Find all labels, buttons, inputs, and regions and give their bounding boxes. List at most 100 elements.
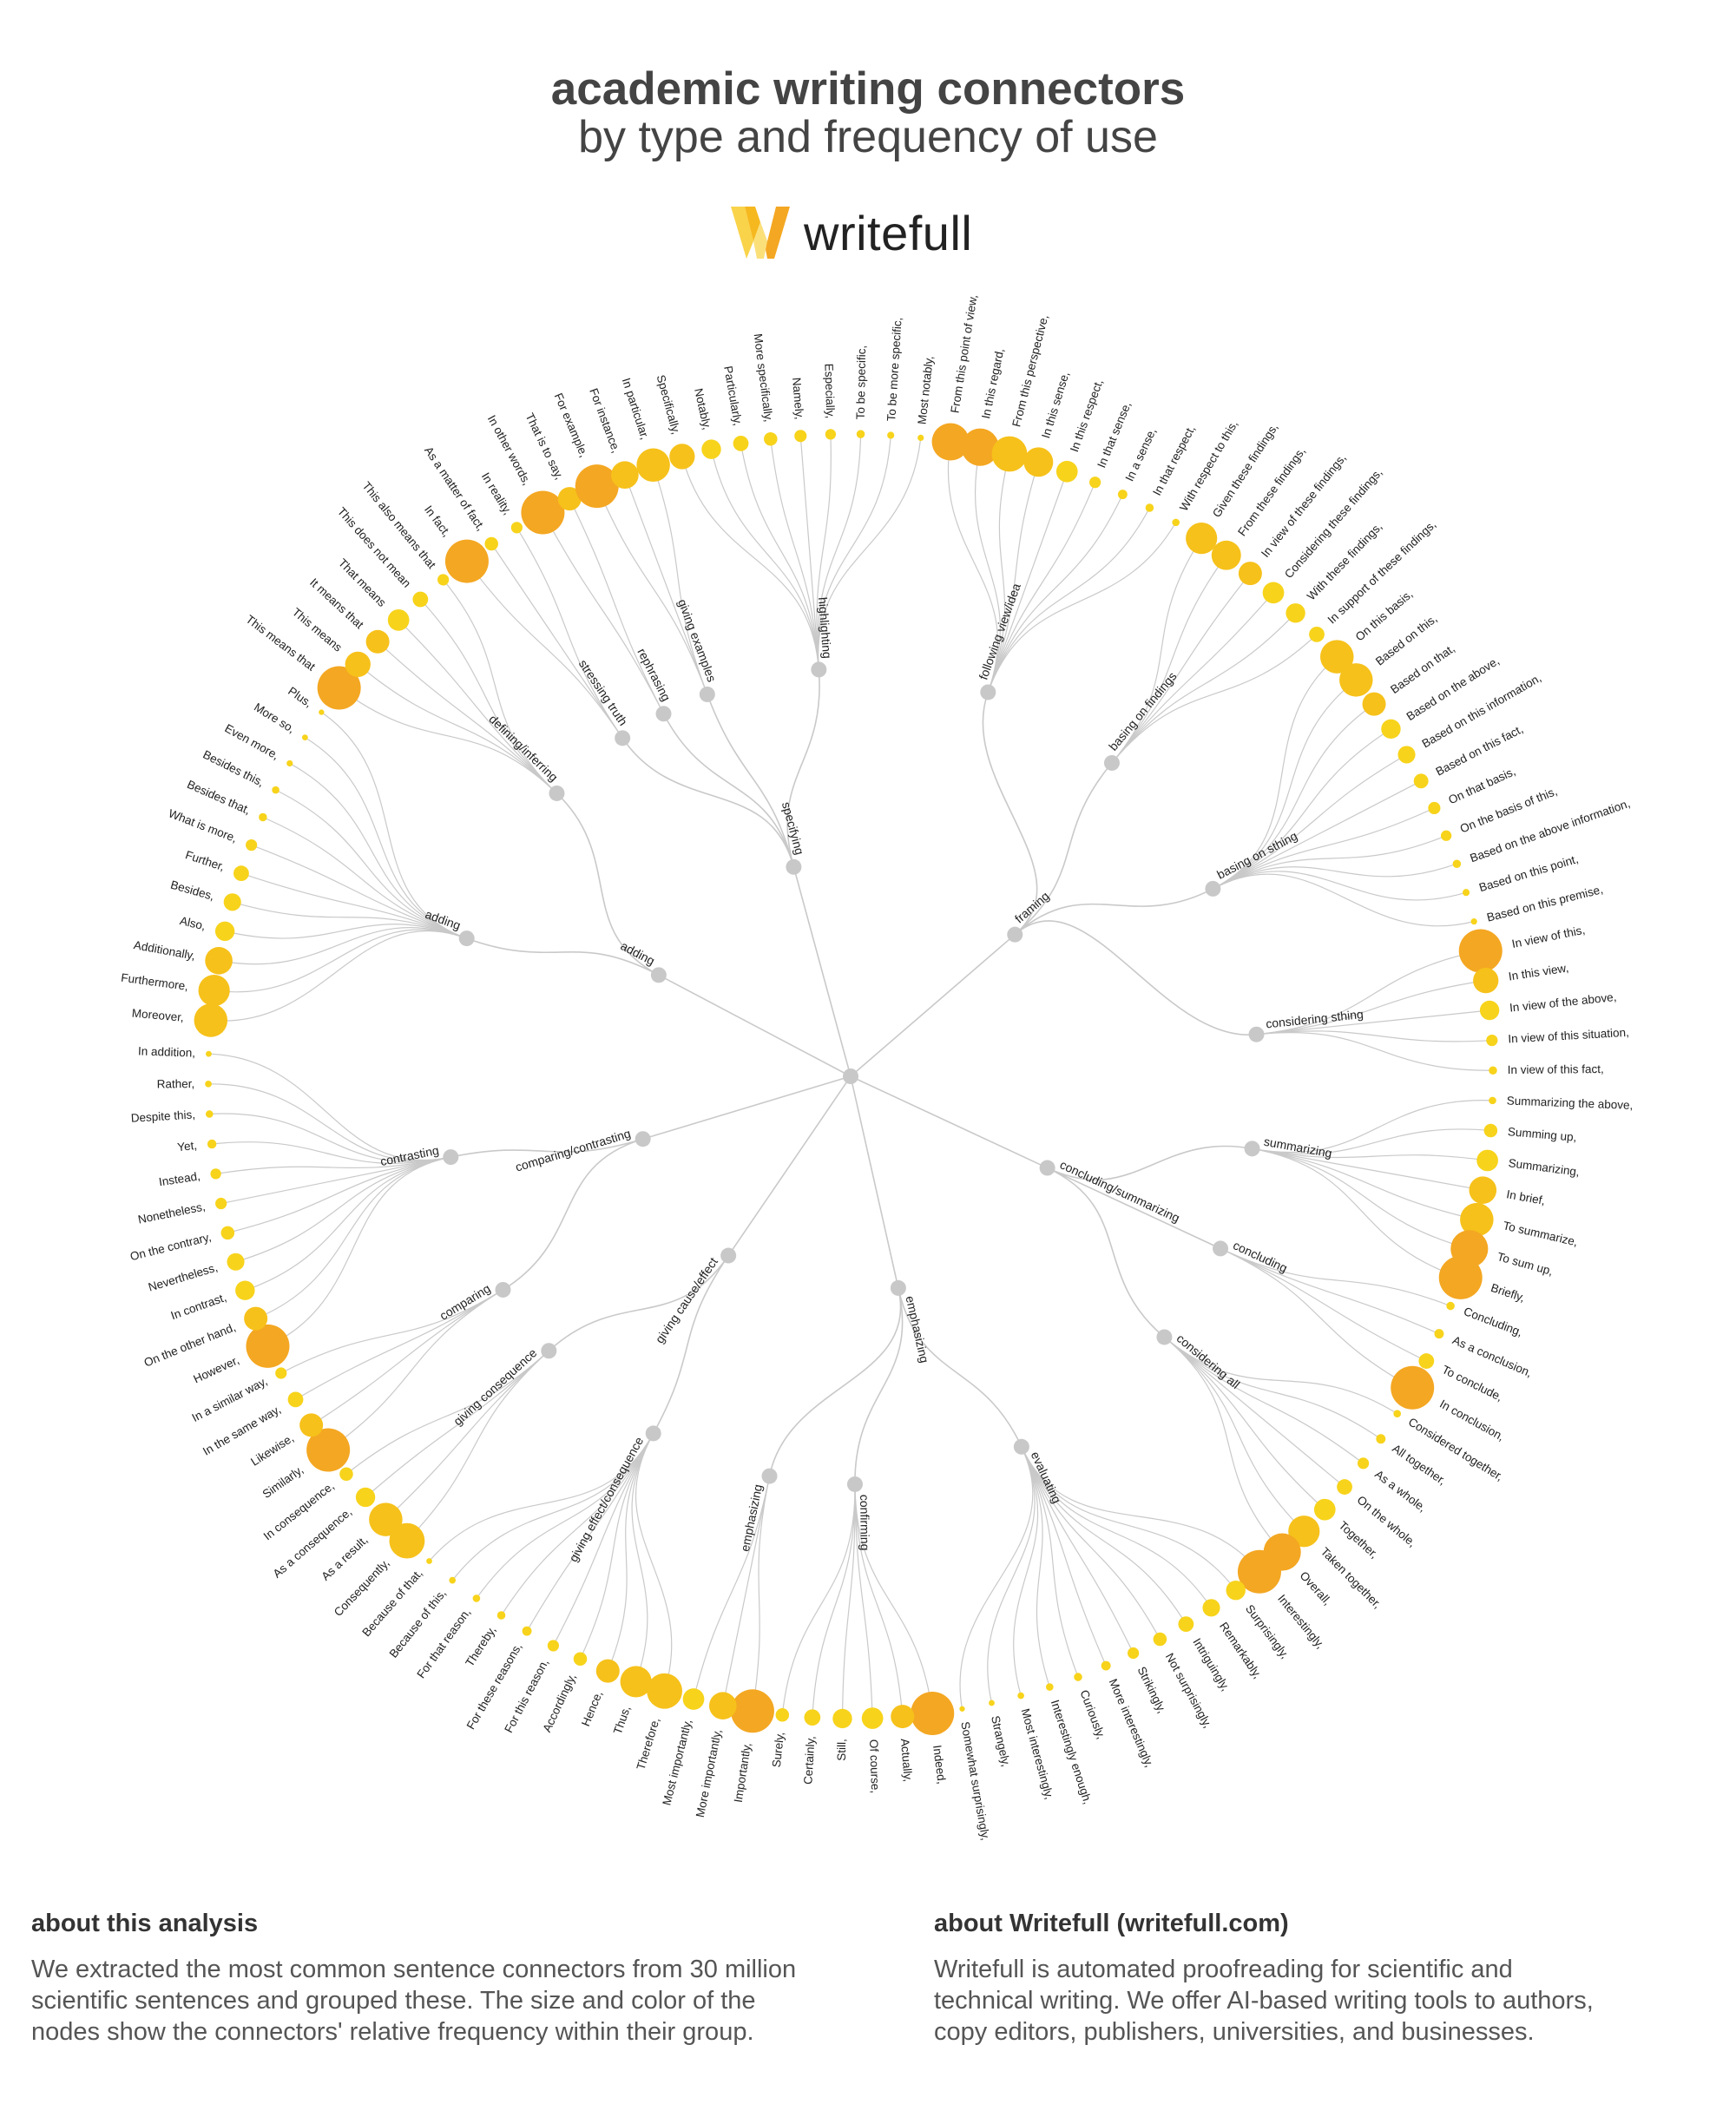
leaf-node-with-respect-to-this: [1172, 518, 1180, 527]
leaf-node-in-view-of-this: [1458, 929, 1503, 973]
subgroup-node-rephrasing: [655, 706, 672, 722]
subgroup-node-giving-effect-consequence: [645, 1425, 661, 1442]
leaf-label-based-on-this-information: Based on this information,: [1420, 671, 1544, 750]
subgroup-node-following-view-idea: [980, 684, 996, 700]
link: [1014, 762, 1113, 936]
leaf-label-notably: Notably,: [692, 387, 713, 431]
subgroup-node-highlighting: [811, 661, 827, 678]
leaf-node-likewise: [299, 1413, 324, 1437]
leaf-label-intriguingly: Intriguingly,: [1190, 1636, 1232, 1693]
link: [1220, 1247, 1451, 1307]
leaf-node-surprisingly: [1226, 1581, 1246, 1601]
leaf-label-plus: Plus,: [286, 684, 314, 709]
leaf-label-together: Together,: [1337, 1519, 1381, 1562]
leaf-node-this-also-means-that: [437, 574, 450, 586]
link: [1213, 753, 1407, 890]
leaf-node-interestingly: [1237, 1549, 1281, 1594]
link: [212, 1141, 451, 1164]
leaf-label-strangely: Strangely,: [989, 1714, 1013, 1768]
leaf-node-in-this-respect: [1055, 460, 1078, 483]
group-node-framing: [1007, 926, 1023, 943]
link: [987, 453, 1010, 693]
leaf-label-more-so: More so,: [252, 700, 298, 735]
link: [450, 1138, 643, 1158]
link: [1164, 1336, 1345, 1488]
leaf-node-most-notably: [917, 434, 924, 442]
about-analysis-heading: about this analysis: [31, 1910, 259, 1937]
leaf-node-more-so: [301, 734, 308, 740]
link: [710, 449, 819, 670]
leaf-label-on-that-basis: On that basis,: [1446, 765, 1517, 806]
leaf-label-briefly: Briefly,: [1489, 1281, 1527, 1305]
leaf-label-most-interestingly: Most interestingly,: [1019, 1707, 1056, 1801]
leaf-node-in-conclusion: [1391, 1365, 1435, 1410]
group-node-giving-cause-effect: [720, 1247, 737, 1264]
leaf-label-summarizing: Summarizing,: [1508, 1156, 1581, 1179]
leaf-node-in-reality: [510, 522, 523, 534]
leaf-node-because-of-that: [426, 1558, 432, 1564]
leaf-node-in-a-similar-way: [275, 1367, 287, 1379]
leaf-label-for-instance: For instance,: [587, 386, 622, 454]
link: [662, 713, 795, 867]
leaf-node-for-this-reason: [547, 1640, 560, 1652]
leaf-label-in-view-of-this: In view of this,: [1510, 924, 1586, 950]
link: [854, 1483, 904, 1717]
leaf-node-thus: [620, 1666, 652, 1698]
leaf-label-thereby: Thereby,: [463, 1624, 498, 1669]
leaf-node-on-this-basis: [1320, 640, 1354, 674]
leaf-label-curiously: Curiously,: [1077, 1688, 1108, 1741]
link: [357, 663, 557, 794]
leaf-node-given-these-findings: [1186, 523, 1218, 555]
leaf-node-based-on-that: [1362, 692, 1386, 716]
leaf-label-additionally: Additionally,: [133, 938, 196, 963]
leaf-node-hence: [595, 1659, 620, 1683]
link: [1014, 920, 1257, 1036]
leaf-label-in-this-regard: In this regard,: [979, 347, 1006, 420]
link: [1111, 573, 1251, 764]
link: [658, 974, 852, 1077]
leaf-label-to-conclude: To conclude,: [1440, 1363, 1505, 1404]
leaf-node-with-these-findings: [1286, 603, 1305, 623]
leaf-node-for-example: [575, 464, 619, 509]
leaf-label-most-notably: Most notably,: [915, 355, 936, 424]
link: [1213, 728, 1391, 890]
link: [267, 1156, 451, 1347]
leaf-label-actually: Actually,: [898, 1738, 915, 1782]
link: [596, 485, 708, 695]
link: [1021, 1446, 1134, 1654]
link: [1014, 888, 1213, 936]
link: [621, 737, 795, 867]
leaf-label-based-on-the-above-information: Based on the above information,: [1469, 797, 1632, 865]
link: [1252, 1147, 1483, 1191]
leaf-label-in-view-of-this-situation: In view of this situation,: [1508, 1026, 1629, 1046]
leaf-node-concluding: [1446, 1301, 1455, 1311]
link: [214, 929, 467, 993]
subgroup-node-considering-sthing: [1248, 1026, 1265, 1042]
leaf-label-in-view-of-these-findings: In view of these findings,: [1259, 451, 1349, 560]
leaf-node-in-view-of-this-fact: [1489, 1066, 1497, 1075]
leaf-node-still: [832, 1708, 852, 1729]
leaf-label-to-sum-up: To sum up,: [1496, 1250, 1555, 1278]
leaf-label-especially: Especially,: [822, 363, 837, 418]
link: [1164, 1336, 1382, 1440]
link: [799, 436, 819, 670]
leaf-label-what-is-more: What is more,: [167, 806, 239, 845]
leaf-node-in-fact: [444, 539, 489, 583]
link: [624, 475, 708, 695]
link: [245, 1156, 451, 1292]
leaf-node-from-this-point-of-view: [931, 423, 970, 461]
leaf-node-indeed: [911, 1691, 955, 1735]
link: [987, 471, 1068, 693]
page-subtitle: by type and frequency of use: [578, 112, 1158, 162]
subgroup-label-confirming: confirming: [858, 1495, 872, 1551]
group-node-concluding-summarizing: [1039, 1160, 1055, 1176]
leaf-node-considered-together: [1393, 1410, 1402, 1417]
leaf-label-summarizing-the-above: Summarizing the above,: [1507, 1094, 1634, 1111]
leaf-node-strangely: [989, 1700, 995, 1706]
leaf-node-in-that-respect: [1145, 503, 1154, 512]
leaf-label-in-view-of-the-above: In view of the above,: [1509, 990, 1617, 1015]
leaf-label-nonetheless: Nonetheless,: [137, 1200, 207, 1226]
link: [232, 901, 467, 939]
leaf-node-in-this-view: [1473, 967, 1499, 994]
